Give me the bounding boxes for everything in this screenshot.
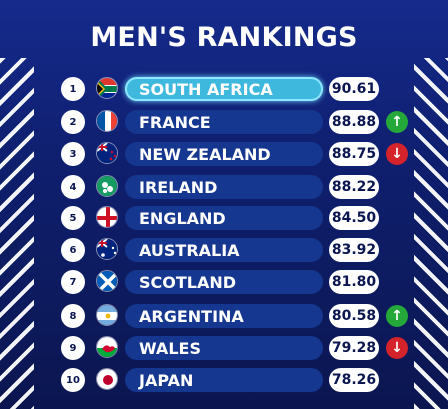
flag-scotland-icon	[96, 270, 118, 292]
flag-japan-icon	[96, 368, 118, 390]
rating-points: 84.50	[329, 206, 379, 230]
rating-points: 90.61	[329, 77, 379, 101]
flag-australia-icon	[96, 238, 118, 260]
rank-number: 1	[61, 77, 85, 101]
team-name: NEW ZEALAND	[125, 142, 323, 166]
team-name: WALES	[125, 336, 323, 360]
rating-points: 79.28	[329, 336, 379, 360]
flag-france-icon	[96, 110, 118, 132]
rank-number: 4	[61, 175, 85, 199]
rating-points: 78.26	[329, 368, 379, 392]
team-name: ENGLAND	[125, 206, 323, 230]
rank-number: 3	[61, 142, 85, 166]
ranking-row: 7 SCOTLAND 81.80	[0, 270, 448, 296]
rank-number: 9	[61, 336, 85, 360]
arrow-up-icon: ↑	[386, 111, 408, 133]
rating-points: 80.58	[329, 304, 379, 328]
rating-points: 88.88	[329, 110, 379, 134]
ranking-row: 6 AUSTRALIA 83.92	[0, 238, 448, 264]
left-stripes-decoration	[0, 58, 34, 409]
arrow-up-icon: ↑	[386, 305, 408, 327]
ranking-row: 9 WALES 79.28 ↓	[0, 336, 448, 362]
rank-number: 8	[61, 304, 85, 328]
flag-ireland-icon	[96, 175, 118, 197]
team-name: FRANCE	[125, 110, 323, 134]
flag-argentina-icon	[96, 304, 118, 326]
rating-points: 88.22	[329, 175, 379, 199]
ranking-row: 4 IRELAND 88.22	[0, 175, 448, 201]
rating-points: 81.80	[329, 270, 379, 294]
ranking-row: 5 ENGLAND 84.50	[0, 206, 448, 232]
flag-england-icon	[96, 206, 118, 228]
arrow-down-icon: ↓	[386, 337, 408, 359]
team-name: ARGENTINA	[125, 304, 323, 328]
rank-number: 7	[61, 270, 85, 294]
ranking-row: 8 ARGENTINA 80.58 ↑	[0, 304, 448, 330]
rank-number: 5	[61, 206, 85, 230]
arrow-down-icon: ↓	[386, 143, 408, 165]
team-name: JAPAN	[125, 368, 323, 392]
team-name: IRELAND	[125, 175, 323, 199]
rank-number: 10	[61, 368, 85, 392]
ranking-row: 2 FRANCE 88.88 ↑	[0, 110, 448, 136]
team-name: SOUTH AFRICA	[125, 77, 323, 101]
team-name: SCOTLAND	[125, 270, 323, 294]
rank-number: 6	[61, 238, 85, 262]
flag-wales-icon	[96, 336, 118, 358]
ranking-row: 10 JAPAN 78.26	[0, 368, 448, 394]
rating-points: 88.75	[329, 142, 379, 166]
ranking-row: 1 SOUTH AFRICA 90.61	[0, 77, 448, 103]
rank-number: 2	[61, 110, 85, 134]
team-name: AUSTRALIA	[125, 238, 323, 262]
ranking-row: 3 NEW ZEALAND 88.75 ↓	[0, 142, 448, 168]
flag-new-zealand-icon	[96, 142, 118, 164]
flag-south-africa-icon	[96, 77, 118, 99]
right-stripes-decoration	[414, 58, 448, 409]
page-title: MEN'S RANKINGS	[90, 22, 358, 53]
rating-points: 83.92	[329, 238, 379, 262]
